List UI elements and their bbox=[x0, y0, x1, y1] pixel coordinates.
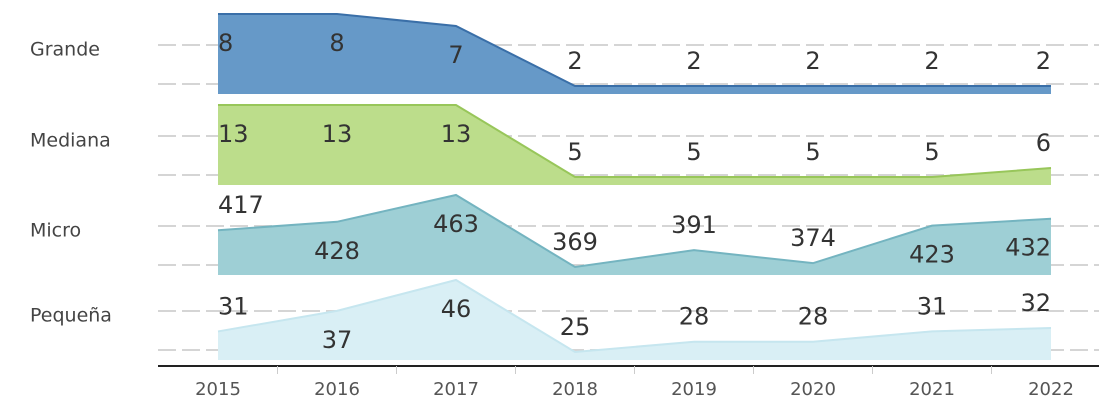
value-label: 28 bbox=[679, 303, 710, 331]
value-label: 13 bbox=[218, 120, 249, 148]
value-label: 13 bbox=[322, 120, 353, 148]
row-label: Mediana bbox=[30, 130, 111, 152]
value-label: 428 bbox=[314, 237, 360, 265]
area bbox=[218, 105, 1051, 185]
row-label: Pequeña bbox=[30, 305, 112, 327]
area-line bbox=[217, 193, 1052, 269]
value-label: 417 bbox=[218, 191, 264, 219]
x-tick-label: 2017 bbox=[433, 379, 479, 400]
value-label: 5 bbox=[686, 138, 701, 166]
value-label: 8 bbox=[218, 29, 233, 57]
value-label: 25 bbox=[560, 313, 591, 341]
area-line bbox=[218, 104, 1052, 178]
x-tick-label: 2019 bbox=[671, 379, 717, 400]
row-label: Grande bbox=[30, 39, 100, 61]
value-label: 28 bbox=[798, 303, 829, 331]
area-line bbox=[218, 13, 1051, 87]
x-tick-label: 2016 bbox=[314, 379, 360, 400]
x-tick-label: 2020 bbox=[790, 379, 836, 400]
value-label: 32 bbox=[1020, 289, 1051, 317]
x-tick-label: 2018 bbox=[552, 379, 598, 400]
value-label: 432 bbox=[1005, 234, 1051, 262]
value-label: 6 bbox=[1036, 129, 1051, 157]
value-label: 2 bbox=[567, 47, 582, 75]
value-label: 5 bbox=[567, 138, 582, 166]
value-label: 37 bbox=[322, 326, 353, 354]
x-tick-label: 2022 bbox=[1028, 379, 1074, 400]
value-label: 5 bbox=[805, 138, 820, 166]
value-label: 13 bbox=[441, 120, 472, 148]
value-label: 2 bbox=[805, 47, 820, 75]
value-label: 2 bbox=[686, 47, 701, 75]
x-tick-label: 2021 bbox=[909, 379, 955, 400]
value-label: 374 bbox=[790, 224, 836, 252]
value-label: 369 bbox=[552, 228, 598, 256]
area-line bbox=[217, 278, 1052, 354]
value-label: 46 bbox=[441, 295, 472, 323]
area bbox=[218, 14, 1051, 94]
value-label: 7 bbox=[448, 41, 463, 69]
value-label: 391 bbox=[671, 211, 717, 239]
value-label: 8 bbox=[329, 29, 344, 57]
x-tick-label: 2015 bbox=[195, 379, 241, 400]
value-label: 2 bbox=[1036, 47, 1051, 75]
area bbox=[218, 195, 1051, 275]
value-label: 31 bbox=[917, 292, 948, 320]
value-label: 31 bbox=[218, 292, 249, 320]
value-label: 2 bbox=[924, 47, 939, 75]
value-label: 5 bbox=[924, 138, 939, 166]
row-label: Micro bbox=[30, 220, 81, 242]
value-label: 463 bbox=[433, 210, 479, 238]
value-label: 423 bbox=[909, 241, 955, 269]
